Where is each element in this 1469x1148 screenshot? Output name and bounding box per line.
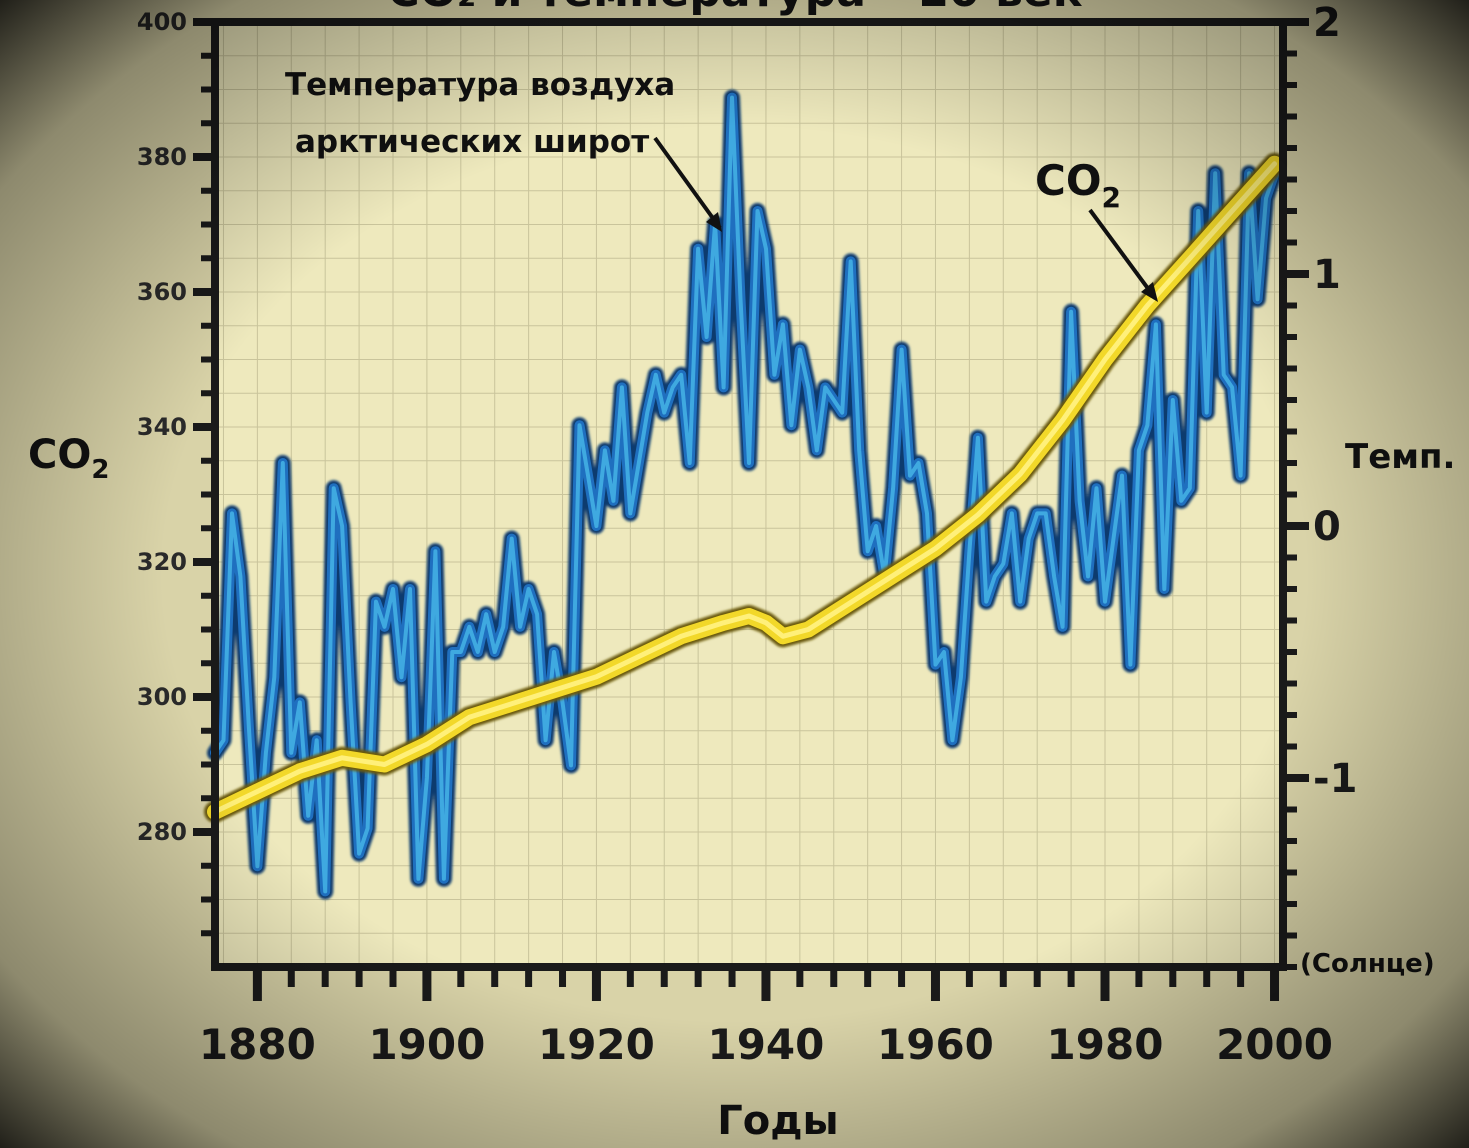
left-axis-label-main: CO [28, 432, 91, 478]
co2-annotation-sub: 2 [1102, 181, 1121, 214]
chart-title: CO₂ и температура – 20 век [387, 0, 1082, 17]
x-axis-tick-label: 1880 [199, 1020, 316, 1069]
left-axis-label: CO2 [28, 432, 109, 485]
right-axis-tick-label: 2 [1313, 0, 1341, 46]
temp-annotation-line2: арктических широт [295, 124, 649, 160]
left-axis-tick-label: 340 [137, 413, 187, 441]
left-axis-tick-label: 400 [137, 8, 187, 36]
left-axis-label-sub: 2 [91, 455, 109, 485]
x-axis-tick-label: 1920 [538, 1020, 655, 1069]
x-axis-tick-label: 1940 [707, 1020, 824, 1069]
left-axis-tick-label: 320 [137, 548, 187, 576]
x-axis-tick-label: 1900 [368, 1020, 485, 1069]
left-axis-tick-label: 380 [137, 143, 187, 171]
left-axis-tick-label: 300 [137, 683, 187, 711]
x-axis-tick-label: 1980 [1047, 1020, 1164, 1069]
x-axis-tick-label: 1960 [877, 1020, 994, 1069]
right-axis-label: Темп. [1345, 437, 1455, 477]
right-axis-tick-label: 1 [1313, 252, 1341, 298]
x-axis-label: Годы [717, 1098, 838, 1144]
right-axis-bottom-note: (Солнце) [1300, 949, 1435, 979]
right-axis-tick-label: 0 [1313, 504, 1341, 550]
co2-annotation-main: CO [1035, 156, 1102, 205]
left-axis-tick-label: 360 [137, 278, 187, 306]
temp-annotation-line1: Температура воздуха [285, 67, 675, 103]
left-axis-tick-label: 280 [137, 818, 187, 846]
x-axis-tick-label: 2000 [1216, 1020, 1333, 1069]
right-axis-tick-label: -1 [1313, 756, 1357, 802]
